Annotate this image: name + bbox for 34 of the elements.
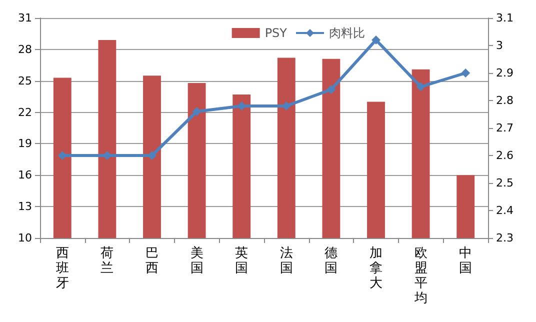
y2-tick-label: 2.5 — [496, 176, 514, 190]
point — [461, 68, 470, 78]
y2-tick-label: 3.1 — [496, 12, 514, 24]
y2-tick-label: 2.9 — [496, 66, 514, 80]
y2-tick-label: 2.6 — [496, 149, 514, 162]
y2-tick-label: 3 — [496, 39, 503, 52]
x-tick-label: 德国 — [324, 246, 338, 276]
x-tick-label: 美国 — [190, 245, 204, 276]
point — [416, 82, 426, 92]
y-tick-label: 13 — [18, 200, 32, 214]
x-tick-label: 荷兰 — [100, 246, 114, 276]
x-tick-label: 加拿大 — [370, 246, 382, 291]
y-tick-label: 28 — [18, 42, 32, 56]
point — [192, 107, 202, 116]
y-tick-label: 19 — [18, 137, 32, 150]
y-tick-label: 10 — [18, 232, 32, 244]
y-tick-label: 22 — [18, 106, 32, 119]
point — [372, 36, 380, 44]
y2-tick-label: 2.7 — [496, 122, 514, 134]
y-tick-label: 25 — [18, 74, 32, 88]
x-tick-label: 巴西 — [146, 246, 158, 276]
y-tick-label: 31 — [18, 12, 32, 24]
y2-tick-label: 2.3 — [496, 232, 514, 244]
y2-tick-label: 2.8 — [496, 94, 514, 107]
x-tick-label: 欧盟平均 — [413, 246, 428, 306]
x-tick-label: 英国 — [235, 246, 248, 276]
y2-tick-label: 2.4 — [496, 204, 514, 217]
legend-label: PSY — [264, 26, 288, 40]
x-tick-label: 中国 — [459, 246, 472, 276]
x-tick-label: 法国 — [280, 246, 293, 276]
point — [326, 85, 336, 94]
legend-label: 肉料比 — [329, 26, 365, 40]
x-tick-label: 西班牙 — [56, 246, 69, 291]
y-tick-label: 16 — [18, 168, 32, 182]
